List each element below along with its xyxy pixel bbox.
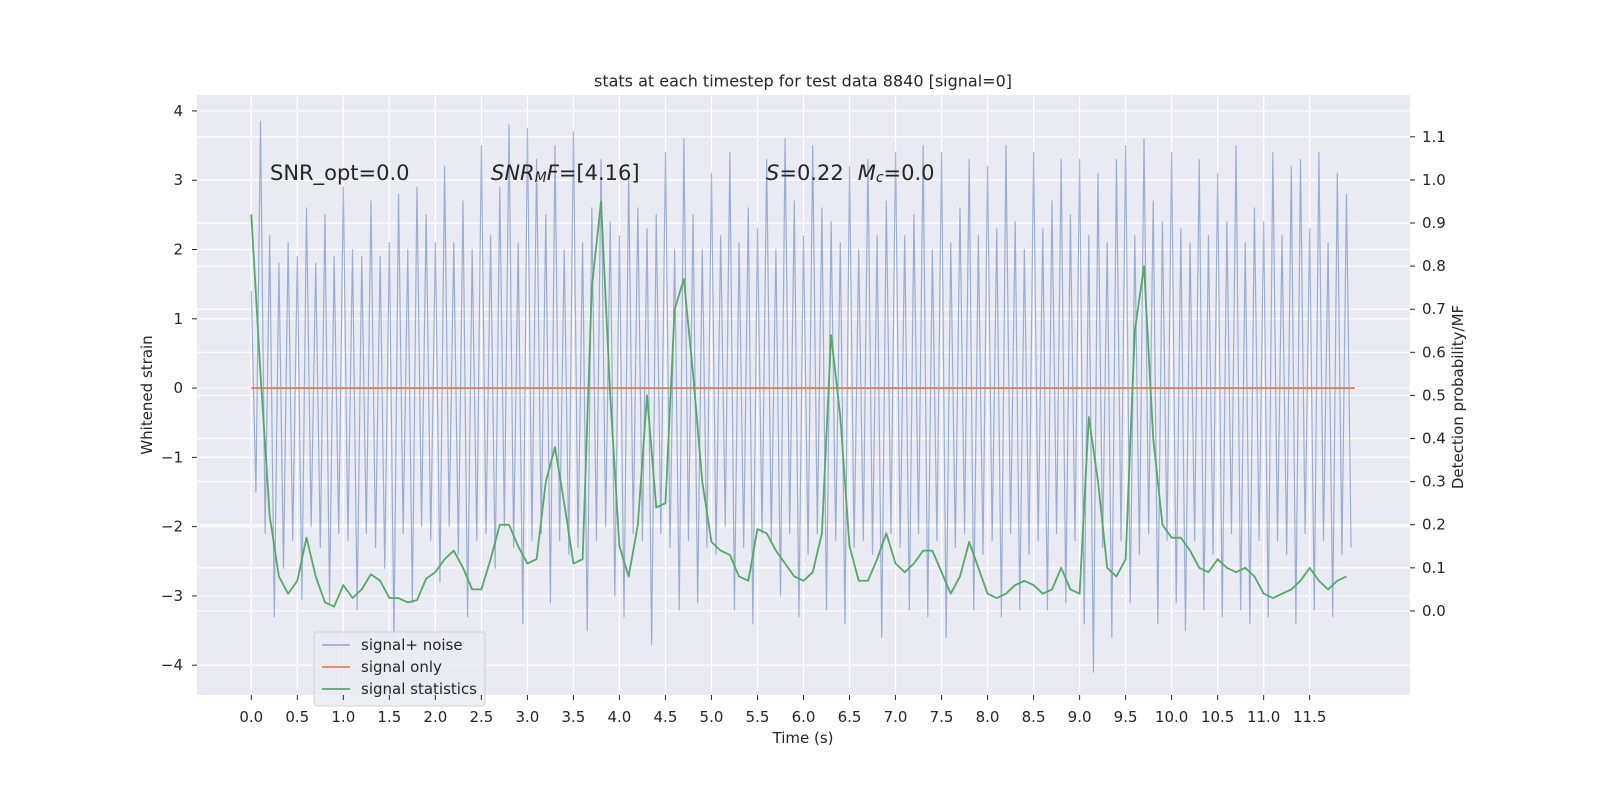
annotation-text: M: [858, 161, 876, 185]
y-tick-label: −2: [161, 518, 183, 536]
x-tick-label: 4.5: [654, 708, 678, 726]
x-tick-label: 9.0: [1068, 708, 1092, 726]
annotation: SNRMF=[4.16]: [491, 161, 640, 186]
x-tick-label: 9.5: [1114, 708, 1138, 726]
annotation-text: =0.22: [779, 161, 843, 185]
annotation-text: =0.0: [884, 161, 935, 185]
x-tick-label: 7.0: [884, 708, 908, 726]
y2-tick-label: 1.0: [1422, 171, 1446, 189]
series: [250, 120, 1355, 673]
y2-tick-label: 0.1: [1422, 559, 1446, 577]
x-tick-label: 11.0: [1247, 708, 1280, 726]
x-tick-label: 1.5: [377, 708, 401, 726]
x-tick-label: 8.0: [976, 708, 1000, 726]
y-tick-label: 4: [173, 102, 183, 120]
x-tick-label: 10.0: [1155, 708, 1188, 726]
x-tick-label: 10.5: [1201, 708, 1234, 726]
y2-axis-label: Detection probability/MF: [1449, 305, 1467, 489]
y-tick-label: 3: [173, 171, 183, 189]
x-tick-label: 5.0: [700, 708, 724, 726]
legend-label: signal only: [361, 658, 442, 676]
y-tick-label: 1: [173, 310, 183, 328]
x-tick-label: 7.5: [930, 708, 954, 726]
y2-tick-label: 0.3: [1422, 473, 1446, 491]
x-tick-label: 4.0: [608, 708, 632, 726]
annotation-text: M: [535, 170, 547, 186]
y2-tick-label: 0.8: [1422, 257, 1446, 275]
annotation: SNR_opt=0.0: [270, 161, 410, 186]
x-tick-label: 3.5: [561, 708, 585, 726]
x-tick-label: 6.5: [838, 708, 862, 726]
annotation-text: c: [876, 170, 884, 186]
y2-tick-label: 0.9: [1422, 214, 1446, 232]
x-tick-label: 5.5: [746, 708, 770, 726]
annotation-text: F: [547, 161, 560, 185]
annotation-text: SNR_opt=0.0: [270, 161, 410, 186]
series-line: [250, 120, 1352, 673]
y-tick-label: −3: [161, 587, 183, 605]
y-tick-label: −4: [161, 656, 183, 674]
x-tick-label: 11.5: [1293, 708, 1326, 726]
annotation-text: SNR: [491, 161, 535, 185]
y2-tick-label: 0.6: [1422, 343, 1446, 361]
y2-tick-label: 0.4: [1422, 430, 1446, 448]
y2-tick-label: 1.1: [1422, 128, 1446, 146]
y-tick-label: 0: [173, 379, 183, 397]
x-tick-label: 3.0: [515, 708, 539, 726]
x-tick-label: 8.5: [1022, 708, 1046, 726]
series-line: [250, 200, 1347, 608]
legend: signal+ noise signal only signal statistic…: [313, 631, 486, 707]
y-tick-label: −1: [161, 448, 183, 466]
y2-tick-label: 0.2: [1422, 516, 1446, 534]
y2-tick-label: 0.7: [1422, 300, 1446, 318]
x-tick-label: 1.0: [331, 708, 355, 726]
annotation-text: =[4.16]: [559, 161, 640, 185]
y-tick-label: 2: [173, 241, 183, 259]
x-axis-label: Time (s): [772, 729, 834, 747]
y2-tick-label: 0.0: [1422, 602, 1446, 620]
annotation-text: S: [766, 161, 779, 185]
x-tick-label: 0.5: [285, 708, 309, 726]
legend-label: signal statistics: [361, 680, 477, 698]
y-axis-label: Whitened strain: [138, 335, 156, 454]
annotation: S=0.22 Mc=0.0: [766, 161, 935, 186]
x-tick-label: 6.0: [792, 708, 816, 726]
legend-label: signal+ noise: [361, 636, 463, 654]
y2-tick-label: 0.5: [1422, 386, 1446, 404]
legend-box: [313, 631, 486, 707]
x-tick-label: 0.0: [239, 708, 263, 726]
x-tick-label: 2.5: [469, 708, 493, 726]
x-tick-label: 2.0: [423, 708, 447, 726]
chart-title: stats at each timestep for test data 884…: [594, 72, 1012, 91]
